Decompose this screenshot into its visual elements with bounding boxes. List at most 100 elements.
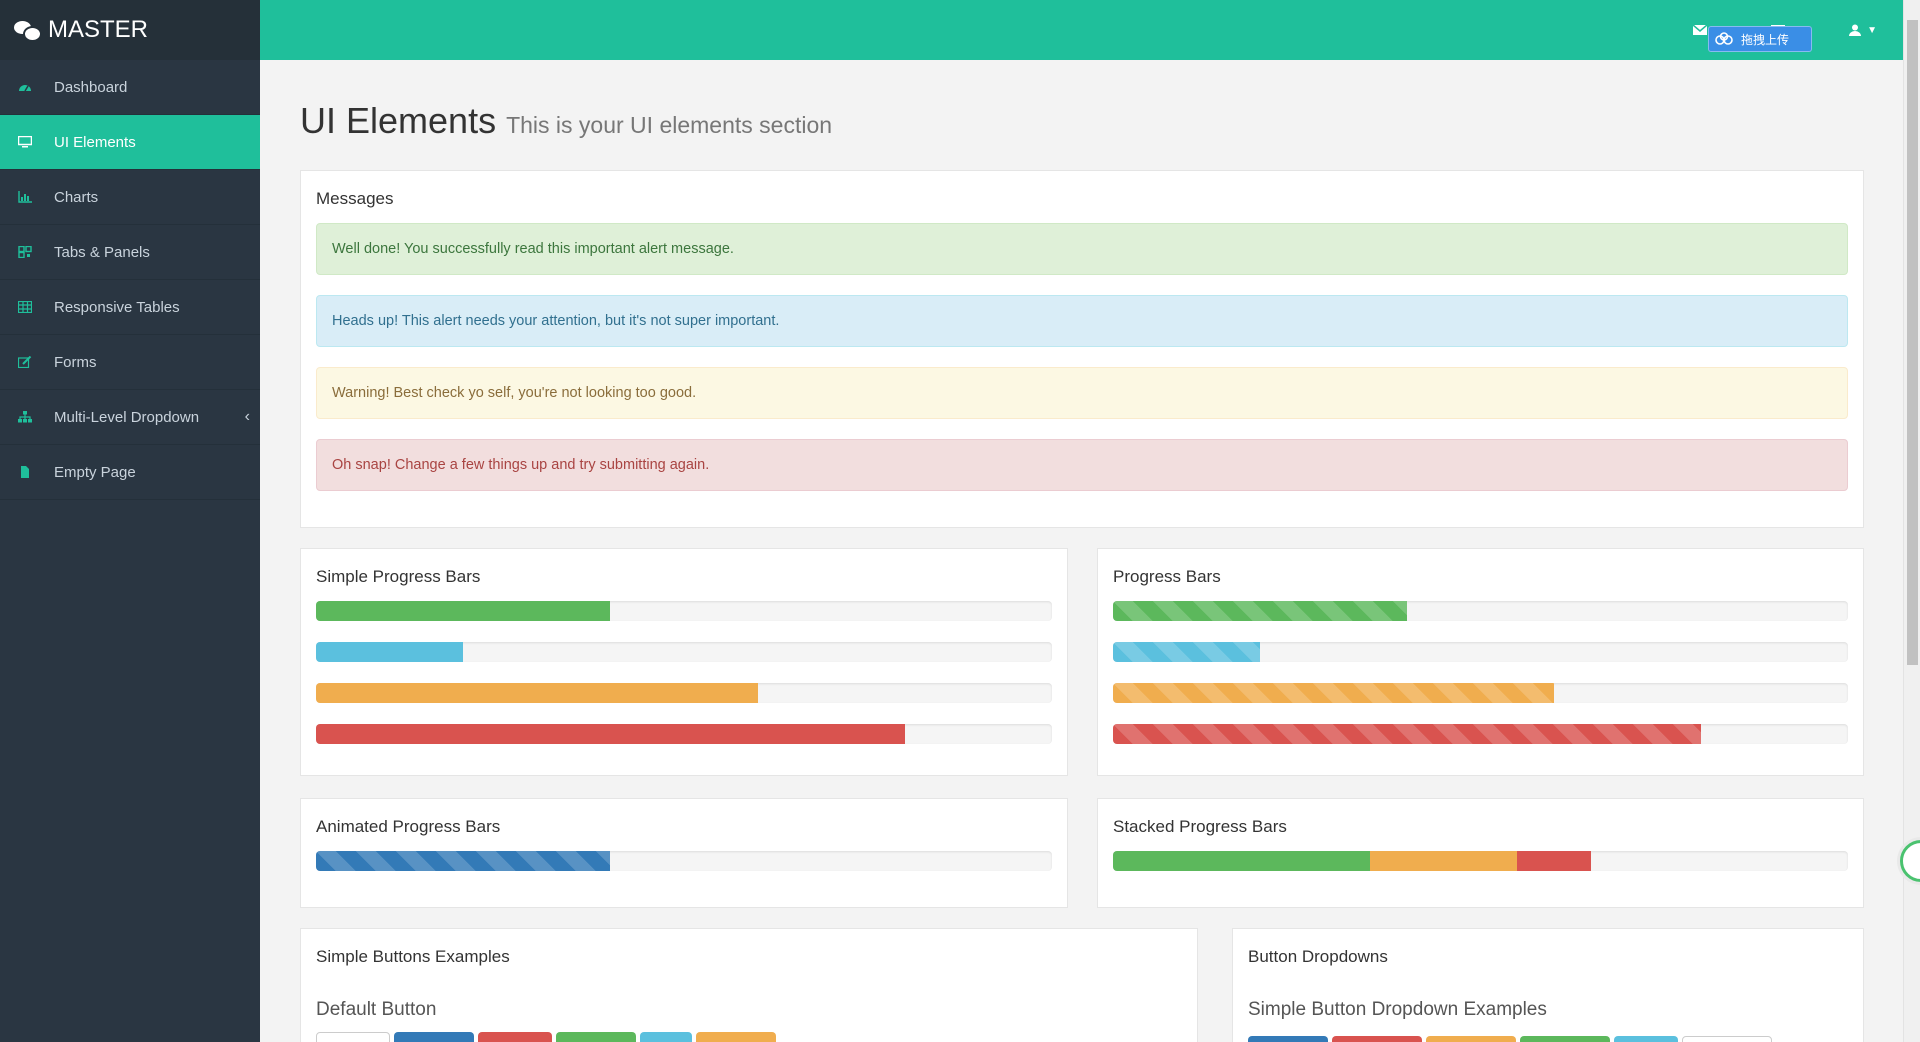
- info-button[interactable]: [640, 1032, 692, 1042]
- stacked-segment-warning: [1370, 851, 1518, 871]
- bar-chart-icon: [18, 191, 32, 203]
- sidebar-item-responsive-tables[interactable]: Responsive Tables: [0, 280, 260, 335]
- progress-track: [1113, 851, 1848, 871]
- comments-icon: [14, 19, 42, 42]
- progress-track: [316, 851, 1052, 871]
- warning-button[interactable]: [696, 1032, 776, 1042]
- sidebar-item-label: Forms: [54, 353, 97, 371]
- panel-heading: Simple Buttons Examples: [316, 947, 510, 966]
- sidebar-item-label: Responsive Tables: [54, 298, 180, 316]
- animated-bar-primary: [316, 851, 611, 871]
- qrcode-icon: [18, 246, 32, 258]
- page-subtitle: This is your UI elements section: [506, 112, 833, 138]
- warning-dropdown-button[interactable]: [1426, 1036, 1516, 1042]
- sidebar-item-dashboard[interactable]: Dashboard: [0, 60, 260, 115]
- sidebar-item-tabs-panels[interactable]: Tabs & Panels: [0, 225, 260, 280]
- sidebar-item-charts[interactable]: Charts: [0, 170, 260, 225]
- alert-info: Heads up! This alert needs your attentio…: [316, 295, 1848, 347]
- button-dropdowns-panel: Button Dropdowns Simple Button Dropdown …: [1232, 928, 1864, 1042]
- sitemap-icon: [18, 411, 32, 423]
- striped-progress-panel: Progress Bars: [1097, 548, 1864, 776]
- alert-warning: Warning! Best check yo self, you're not …: [316, 367, 1848, 419]
- striped-bar-danger: [1113, 724, 1701, 744]
- main-content: UI Elements This is your UI elements sec…: [300, 60, 1864, 1042]
- progress-track: [316, 683, 1052, 703]
- sidebar-nav: Dashboard UI Elements Charts Tabs & Pane…: [0, 60, 260, 500]
- striped-bar-info: [1113, 642, 1260, 662]
- progress-track: [316, 642, 1052, 662]
- page-title: UI Elements: [300, 100, 497, 141]
- simple-progress-panel: Simple Progress Bars: [300, 548, 1068, 776]
- brand[interactable]: MASTER: [0, 0, 260, 60]
- sidebar-item-label: Charts: [54, 188, 99, 206]
- top-navbar: ▼ ▼ ▼: [260, 0, 1903, 60]
- animated-progress-panel: Animated Progress Bars: [300, 798, 1068, 908]
- brand-name: MASTER: [48, 16, 149, 43]
- sidebar-item-label: Tabs & Panels: [54, 243, 150, 261]
- primary-button[interactable]: [394, 1032, 474, 1042]
- progress-bar-info: [316, 642, 464, 662]
- progress-track: [1113, 683, 1848, 703]
- messages-panel: Messages Well done! You successfully rea…: [300, 170, 1864, 528]
- success-button[interactable]: [556, 1032, 636, 1042]
- default-button-heading: Default Button: [316, 999, 437, 1020]
- success-dropdown-button[interactable]: [1520, 1036, 1610, 1042]
- default-dropdown-button[interactable]: [1682, 1036, 1772, 1042]
- page-header: UI Elements This is your UI elements sec…: [300, 100, 1864, 150]
- dropdown-examples-heading: Simple Button Dropdown Examples: [1248, 999, 1547, 1020]
- table-icon: [18, 301, 32, 313]
- sidebar-item-label: Dashboard: [54, 78, 128, 96]
- progress-bar-danger: [316, 724, 905, 744]
- scrollbar-thumb[interactable]: [1907, 20, 1918, 665]
- dashboard-icon: [18, 81, 32, 93]
- panel-heading: Stacked Progress Bars: [1113, 817, 1287, 836]
- primary-dropdown-button[interactable]: [1248, 1036, 1328, 1042]
- stacked-segment-danger: [1517, 851, 1591, 871]
- page-scrollbar[interactable]: [1903, 0, 1920, 1042]
- sidebar-item-label: Empty Page: [54, 463, 136, 481]
- drag-upload-widget[interactable]: 拖拽上传: [1708, 26, 1812, 52]
- caret-down-icon: ▼: [1867, 24, 1877, 36]
- file-icon: [18, 466, 32, 478]
- sidebar-item-forms[interactable]: Forms: [0, 335, 260, 390]
- info-dropdown-button[interactable]: [1614, 1036, 1678, 1042]
- sidebar-item-multi-level-dropdown[interactable]: Multi-Level Dropdown ‹: [0, 390, 260, 445]
- user-icon: [1849, 24, 1862, 36]
- striped-bar-success: [1113, 601, 1407, 621]
- edit-icon: [18, 356, 32, 368]
- sidebar-item-label: UI Elements: [54, 133, 136, 151]
- simple-buttons-panel: Simple Buttons Examples Default Button: [300, 928, 1198, 1042]
- upload-label: 拖拽上传: [1741, 32, 1790, 47]
- button-row: [1233, 1036, 1863, 1042]
- striped-bar-warning: [1113, 683, 1554, 703]
- sidebar-item-label: Multi-Level Dropdown: [54, 408, 200, 426]
- panel-heading: Animated Progress Bars: [316, 817, 501, 836]
- panel-heading: Progress Bars: [1113, 567, 1221, 586]
- cloud-icon: [1715, 32, 1733, 45]
- alert-success: Well done! You successfully read this im…: [316, 223, 1848, 275]
- progress-track: [316, 724, 1052, 744]
- stacked-progress-panel: Stacked Progress Bars: [1097, 798, 1864, 908]
- alert-danger: Oh snap! Change a few things up and try …: [316, 439, 1848, 491]
- sidebar-item-empty-page[interactable]: Empty Page: [0, 445, 260, 500]
- panel-heading: Button Dropdowns: [1248, 947, 1388, 966]
- panel-heading: Simple Progress Bars: [316, 567, 481, 586]
- user-dropdown[interactable]: ▼: [1849, 24, 1877, 36]
- progress-bar-success: [316, 601, 611, 621]
- danger-button[interactable]: [478, 1032, 552, 1042]
- default-button[interactable]: [316, 1032, 390, 1042]
- button-row: [301, 1032, 1197, 1042]
- envelope-icon: [1693, 25, 1708, 35]
- desktop-icon: [18, 136, 32, 148]
- progress-track: [1113, 642, 1848, 662]
- panel-heading: Messages: [316, 189, 394, 208]
- progress-bar-warning: [316, 683, 758, 703]
- progress-track: [1113, 601, 1848, 621]
- chevron-left-icon: ‹: [244, 408, 250, 425]
- stacked-segment-success: [1113, 851, 1371, 871]
- sidebar: MASTER Dashboard UI Elements Charts Tabs…: [0, 0, 260, 1042]
- progress-track: [316, 601, 1052, 621]
- danger-dropdown-button[interactable]: [1332, 1036, 1422, 1042]
- sidebar-item-ui-elements[interactable]: UI Elements: [0, 115, 260, 170]
- progress-track: [1113, 724, 1848, 744]
